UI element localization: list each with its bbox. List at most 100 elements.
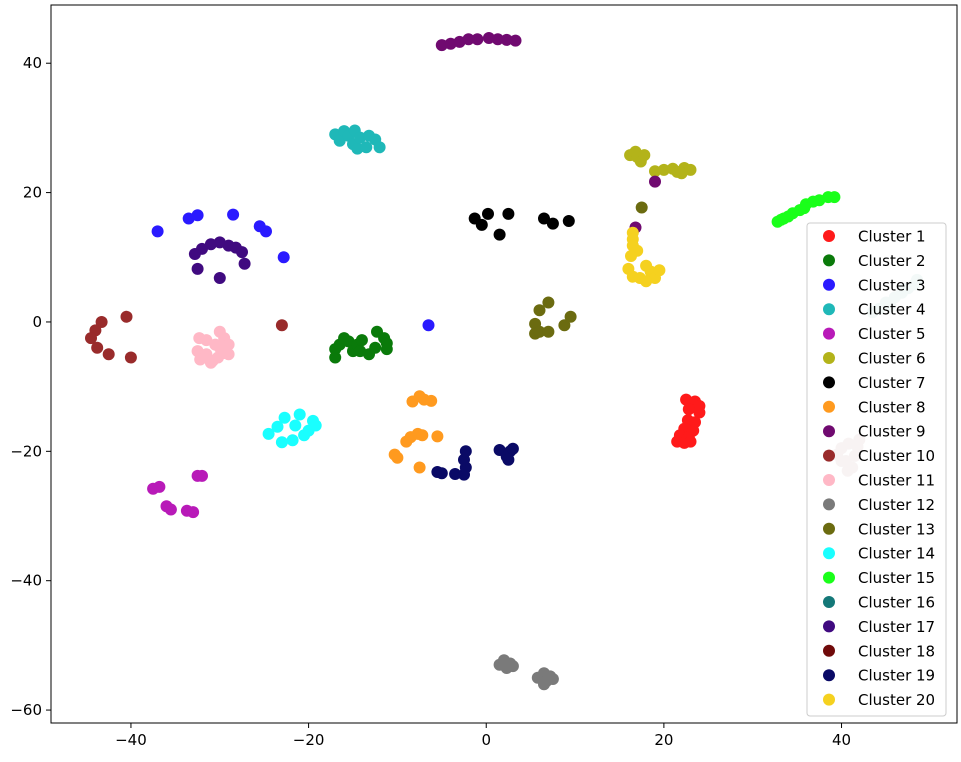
data-point-cluster-3 (191, 209, 204, 222)
legend-label: Cluster 19 (858, 667, 935, 685)
y-tick-label: −20 (10, 442, 42, 460)
data-point-cluster-20 (640, 275, 653, 288)
data-point-cluster-4 (360, 141, 373, 154)
data-point-cluster-14 (286, 434, 299, 447)
data-point-cluster-9 (435, 39, 448, 52)
legend-label: Cluster 16 (858, 594, 935, 612)
data-point-cluster-13 (564, 310, 577, 323)
data-point-cluster-13 (542, 296, 555, 309)
legend-marker (823, 596, 835, 608)
data-point-cluster-4 (333, 134, 346, 147)
plot-area-frame (50, 4, 958, 724)
legend-label: Cluster 15 (858, 569, 935, 587)
legend-marker (823, 230, 835, 242)
legend-label: Cluster 7 (858, 374, 926, 392)
data-point-cluster-2 (355, 334, 368, 347)
data-point-cluster-6 (657, 163, 670, 176)
legend-frame (806, 222, 947, 717)
legend-label: Cluster 5 (858, 325, 926, 343)
data-point-cluster-11 (200, 334, 213, 347)
legend-label: Cluster 10 (858, 447, 935, 465)
legend-marker (823, 620, 835, 633)
data-point-cluster-15 (828, 191, 841, 204)
data-point-cluster-1 (693, 406, 706, 419)
data-point-cluster-6 (638, 149, 651, 162)
legend-label: Cluster 9 (858, 423, 926, 441)
x-tick-label: 0 (481, 731, 491, 749)
data-point-cluster-2 (380, 343, 393, 356)
data-point-cluster-9 (482, 32, 495, 44)
data-point-cluster-9 (462, 33, 475, 46)
data-point-cluster-19 (435, 467, 448, 480)
data-point-cluster-13 (533, 325, 546, 338)
data-point-cluster-5 (153, 480, 166, 493)
legend-label: Cluster 18 (858, 642, 935, 660)
y-axis: −60 −40 −20 0 20 40 (10, 54, 51, 719)
data-point-cluster-11 (194, 353, 207, 366)
data-point-cluster-13 (533, 304, 546, 317)
data-point-cluster-8 (391, 451, 404, 464)
data-point-cluster-17 (204, 238, 217, 251)
legend-marker (823, 425, 835, 438)
data-point-cluster-1 (682, 403, 695, 416)
legend-label: Cluster 6 (858, 350, 926, 368)
data-point-cluster-19 (502, 453, 515, 466)
data-point-cluster-10 (95, 316, 108, 328)
data-point-cluster-17 (191, 262, 204, 275)
y-tick-label: −60 (10, 701, 42, 719)
x-axis: −40 −20 0 20 40 (115, 723, 851, 749)
x-tick-label: 40 (832, 731, 851, 749)
data-point-cluster-4 (351, 142, 364, 155)
x-tick-label: 20 (654, 731, 673, 749)
data-point-cluster-11 (204, 356, 217, 369)
data-point-cluster-8 (413, 461, 426, 474)
legend-marker (823, 522, 835, 535)
legend-marker (823, 644, 835, 657)
legend-label: Cluster 11 (858, 472, 935, 490)
data-point-cluster-4 (373, 141, 386, 154)
data-point-cluster-9 (649, 175, 661, 188)
data-point-cluster-19 (449, 468, 462, 480)
legend-marker (823, 400, 835, 413)
y-tick-label: 0 (32, 313, 42, 331)
x-tick-label: −20 (293, 731, 325, 749)
data-point-cluster-9 (500, 33, 513, 46)
legend-label: Cluster 8 (858, 398, 926, 416)
legend-label: Cluster 1 (858, 228, 926, 246)
data-point-cluster-3 (422, 319, 435, 332)
data-point-cluster-2 (369, 341, 382, 354)
legend-marker (823, 669, 835, 682)
data-point-cluster-14 (309, 419, 322, 432)
legend-label: Cluster 14 (858, 545, 935, 563)
legend-label: Cluster 12 (858, 496, 935, 514)
data-point-cluster-9 (471, 33, 484, 46)
data-point-cluster-3 (260, 225, 272, 238)
data-point-cluster-3 (151, 225, 164, 238)
data-point-cluster-9 (509, 34, 522, 47)
legend-marker (823, 571, 835, 584)
data-point-cluster-7 (538, 212, 550, 225)
data-point-cluster-12 (506, 660, 519, 673)
data-point-cluster-10 (91, 341, 104, 354)
legend-label: Cluster 20 (858, 691, 935, 709)
data-point-cluster-7 (546, 217, 559, 230)
data-point-cluster-15 (782, 210, 795, 223)
data-point-cluster-8 (425, 394, 438, 407)
legend-marker (823, 547, 835, 560)
data-point-cluster-12 (538, 678, 550, 691)
data-point-cluster-8 (431, 430, 444, 443)
data-point-cluster-13 (558, 319, 571, 332)
y-tick-label: 20 (23, 184, 42, 202)
x-tick-label: −40 (115, 731, 147, 749)
data-point-cluster-14 (271, 420, 284, 433)
legend-label: Cluster 17 (858, 618, 935, 636)
legend-marker (823, 327, 835, 340)
legend-marker (823, 449, 835, 462)
data-point-cluster-14 (278, 411, 291, 424)
data-point-cluster-2 (329, 351, 342, 364)
legend-label: Cluster 3 (858, 276, 926, 294)
data-point-cluster-3 (277, 251, 290, 264)
data-point-cluster-7 (493, 228, 506, 241)
